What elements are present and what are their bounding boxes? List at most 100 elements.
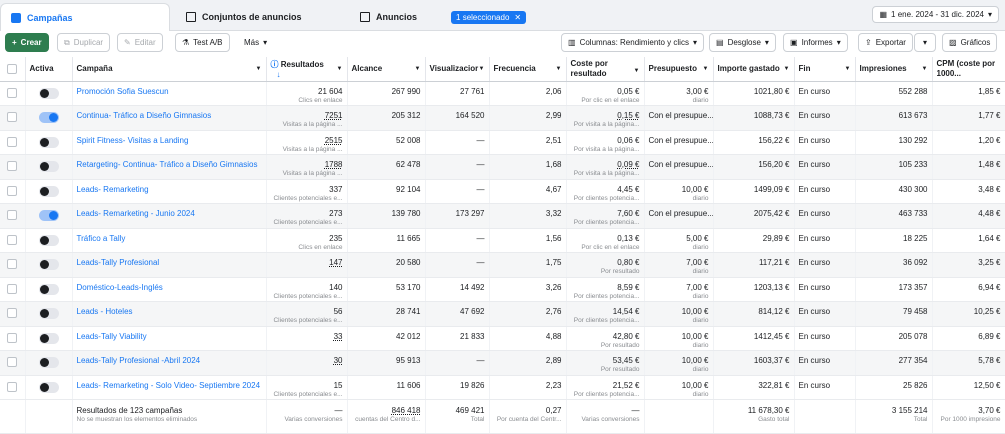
campaign-link[interactable]: Leads- Remarketing [76, 184, 149, 194]
row-active-cell[interactable] [25, 228, 73, 253]
active-toggle[interactable] [38, 161, 59, 172]
row-active-cell[interactable] [25, 179, 73, 204]
row-select-cell[interactable] [0, 81, 26, 106]
table-row[interactable]: Leads-Tally Viability 33 42 012 21 833 4,88 4… [0, 326, 1005, 351]
table-row[interactable]: Leads- Remarketing 337 Clientes potenciale… [0, 179, 1005, 204]
campaign-link[interactable]: Retargeting- Continua- Tráfico a Diseño … [76, 160, 258, 169]
edit-button[interactable]: ✎ Editar [117, 33, 163, 52]
header-active[interactable]: Activa [25, 57, 73, 82]
row-select-cell[interactable] [0, 105, 26, 131]
active-toggle[interactable] [38, 308, 59, 319]
row-select-cell[interactable] [0, 179, 26, 204]
campaign-link[interactable]: Doméstico-Leads-Inglés [76, 282, 163, 292]
select-all-checkbox[interactable] [7, 63, 18, 74]
row-active-cell[interactable] [25, 350, 73, 376]
header-reach[interactable]: Alcance ▼ [347, 57, 426, 82]
row-checkbox[interactable] [7, 136, 18, 147]
table-row[interactable]: Leads - Hoteles 56 Clientes potenciales e.… [0, 301, 1005, 327]
charts-button[interactable]: ▨ Gráficos [942, 33, 998, 52]
ab-test-button[interactable]: ⚗ Test A/B [175, 33, 230, 52]
row-active-cell[interactable] [25, 81, 73, 106]
campaign-link[interactable]: Leads-Tally Viability [76, 331, 147, 341]
campaign-link[interactable]: Leads- Remarketing - Solo Video- Septiem… [76, 380, 261, 390]
table-row[interactable]: Continua- Tráfico a Diseño Gimnasios 7251… [0, 105, 1005, 131]
table-row[interactable]: Spirit Fitness- Visitas a Landing 2515 Vis… [0, 130, 1005, 155]
campaign-link[interactable]: Leads- Remarketing - Junio 2024 [76, 209, 195, 218]
row-checkbox[interactable] [7, 259, 18, 269]
campaign-name-cell[interactable]: Doméstico-Leads-Inglés [72, 277, 267, 302]
row-checkbox[interactable] [7, 234, 18, 245]
header-results[interactable]: ⓘ Resultados ↓ ▼ [265, 57, 348, 82]
table-row[interactable]: Doméstico-Leads-Inglés 140 Clientes potenc… [0, 277, 1005, 302]
table-row[interactable]: Leads- Remarketing - Junio 2024 273 Client… [0, 203, 1005, 229]
active-toggle[interactable] [38, 87, 59, 99]
campaign-name-cell[interactable]: Continua- Tráfico a Diseño Gimnasios [72, 105, 267, 131]
header-impressions[interactable]: Impresiones ▼ [855, 57, 933, 82]
active-toggle[interactable] [38, 332, 59, 344]
row-checkbox[interactable] [7, 210, 18, 220]
row-active-cell[interactable] [25, 301, 73, 327]
table-row[interactable]: Tráfico a Tally 235 Clics en enlace 11 665 —… [0, 228, 1005, 253]
campaign-name-cell[interactable]: Leads-Tally Viability [72, 326, 267, 351]
header-budget[interactable]: Presupuesto ▼ [644, 57, 714, 82]
date-range-picker[interactable]: ▦ 1 ene. 2024 - 31 dic. 2024 ▾ [872, 6, 999, 23]
header-cpm[interactable]: CPM (coste por 1000... [932, 57, 1005, 82]
row-active-cell[interactable] [25, 154, 73, 180]
select-all-header[interactable] [0, 57, 26, 82]
selected-badge[interactable]: 1 seleccionado ✕ [451, 10, 527, 24]
row-active-cell[interactable] [25, 277, 73, 302]
row-active-cell[interactable] [25, 203, 73, 229]
row-select-cell[interactable] [0, 228, 26, 253]
row-checkbox[interactable] [7, 308, 18, 318]
campaign-name-cell[interactable]: Leads - Hoteles [72, 301, 267, 327]
campaign-name-cell[interactable]: Promoción Sofia Suescun [72, 81, 267, 106]
campaign-link[interactable]: Leads-Tally Profesional -Abril 2024 [76, 356, 201, 365]
row-checkbox[interactable] [7, 112, 18, 122]
tab-ads[interactable]: Anuncios 1 seleccionado ✕ [350, 3, 536, 31]
active-toggle[interactable] [38, 234, 59, 246]
active-toggle[interactable] [38, 357, 59, 368]
campaign-link[interactable]: Spirit Fitness- Visitas a Landing [76, 135, 189, 145]
header-amount-spent[interactable]: Importe gastado ▼ [713, 57, 795, 82]
row-checkbox[interactable] [7, 381, 18, 392]
row-active-cell[interactable] [25, 375, 73, 400]
active-toggle[interactable] [38, 381, 59, 393]
row-checkbox[interactable] [7, 87, 18, 98]
tab-campaigns[interactable]: Campañas [0, 3, 170, 31]
active-toggle[interactable] [38, 283, 59, 295]
active-toggle[interactable] [38, 259, 59, 270]
campaign-name-cell[interactable]: Retargeting- Continua- Tráfico a Diseño … [72, 154, 267, 180]
tab-adsets[interactable]: Conjuntos de anuncios [176, 3, 312, 31]
row-select-cell[interactable] [0, 301, 26, 327]
row-active-cell[interactable] [25, 252, 73, 278]
export-dropdown[interactable]: ▾ [914, 33, 936, 52]
row-select-cell[interactable] [0, 350, 26, 376]
table-row[interactable]: Retargeting- Continua- Tráfico a Diseño … [0, 154, 1005, 180]
duplicate-button[interactable]: ⧉ Duplicar [57, 33, 111, 52]
campaign-name-cell[interactable]: Leads-Tally Profesional -Abril 2024 [72, 350, 267, 376]
header-cost-per-result[interactable]: Coste por resultado ▼ [566, 57, 645, 82]
campaign-name-cell[interactable]: Leads- Remarketing - Junio 2024 [72, 203, 267, 229]
row-select-cell[interactable] [0, 252, 26, 278]
row-select-cell[interactable] [0, 277, 26, 302]
row-active-cell[interactable] [25, 326, 73, 351]
header-frequency[interactable]: Frecuencia ▼ [489, 57, 567, 82]
table-row[interactable]: Promoción Sofia Suescun 21 604 Clics en en… [0, 81, 1005, 106]
table-row[interactable]: Leads- Remarketing - Solo Video- Septiem… [0, 375, 1005, 400]
campaign-link[interactable]: Continua- Tráfico a Diseño Gimnasios [76, 111, 212, 120]
row-select-cell[interactable] [0, 130, 26, 155]
campaign-name-cell[interactable]: Leads- Remarketing [72, 179, 267, 204]
header-campaign[interactable]: Campaña ▼ [72, 57, 267, 82]
header-views[interactable]: Visualizacior ▼ [425, 57, 490, 82]
row-select-cell[interactable] [0, 154, 26, 180]
campaign-name-cell[interactable]: Leads- Remarketing - Solo Video- Septiem… [72, 375, 267, 400]
table-row[interactable]: Leads-Tally Profesional 147 20 580 — 1,75 0,8… [0, 252, 1005, 278]
reports-button[interactable]: ▣ Informes ▾ [783, 33, 848, 52]
active-toggle[interactable] [38, 112, 59, 123]
table-row[interactable]: Leads-Tally Profesional -Abril 2024 30 95 … [0, 350, 1005, 376]
campaign-link[interactable]: Leads - Hoteles [76, 307, 133, 316]
row-active-cell[interactable] [25, 130, 73, 155]
row-select-cell[interactable] [0, 326, 26, 351]
columns-button[interactable]: ▥ Columnas: Rendimiento y clics ▾ [561, 33, 704, 52]
active-toggle[interactable] [38, 185, 59, 197]
